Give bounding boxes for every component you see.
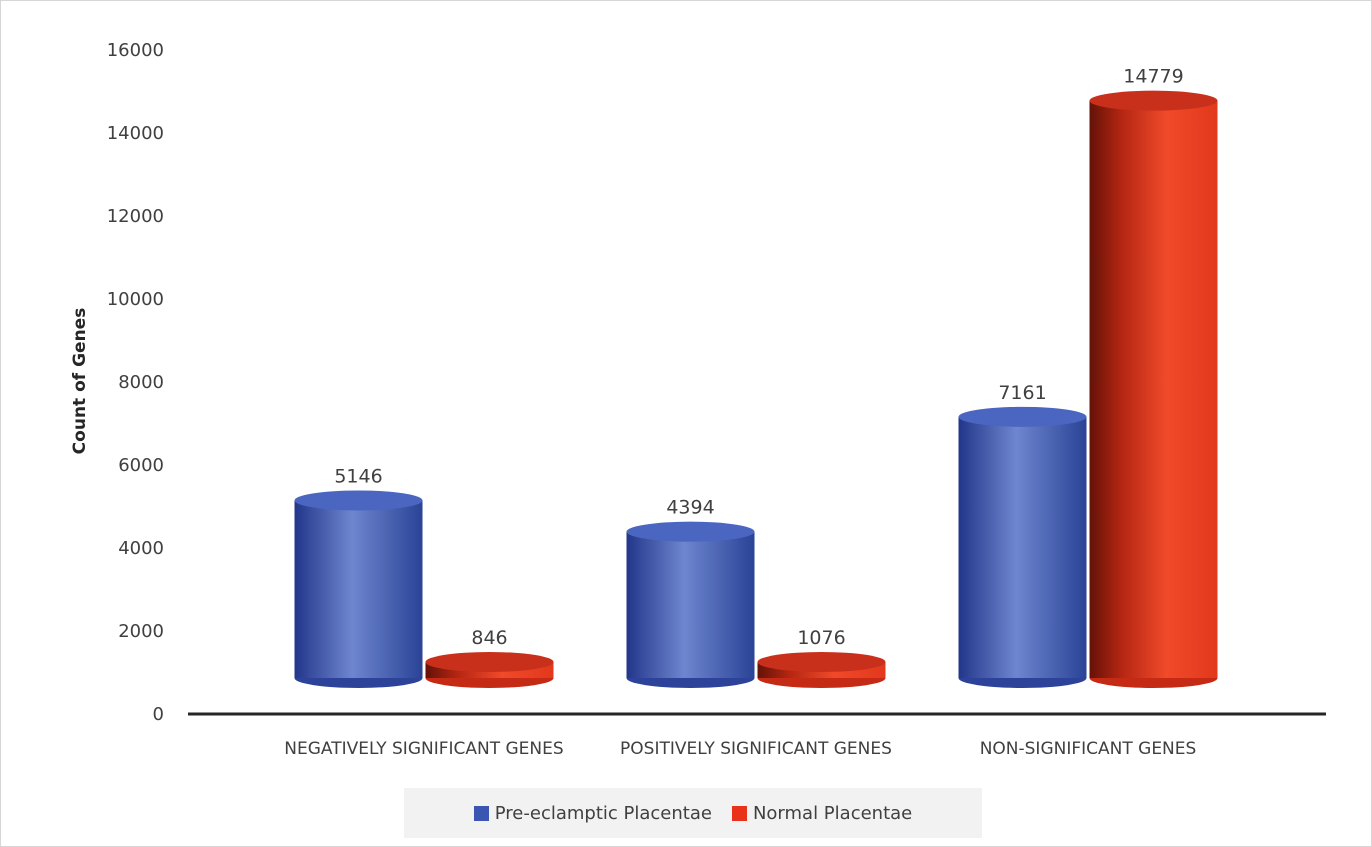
data-label: 1076 [797,627,845,649]
legend-item-pre-eclamptic: Pre-eclamptic Placentae [473,802,712,824]
bar-top [1089,90,1218,111]
x-category-label: NEGATIVELY SIGNIFICANT GENES [284,739,563,759]
y-axis-title: Count of Genes [70,308,90,455]
legend-item-normal: Normal Placentae [731,802,913,824]
legend-swatch-normal [731,805,747,821]
bar-pre-eclamptic [294,490,423,688]
bar-body [294,500,423,678]
y-axis-ticks: 0 2000 4000 6000 8000 10000 12000 14000 16000 [107,40,164,725]
legend: Pre-eclamptic Placentae Normal Placentae [404,788,982,838]
y-tick-label: 10000 [107,289,164,310]
x-category-label: NON-SIGNIFICANT GENES [980,739,1197,759]
bar-body [958,416,1087,678]
bar-body [626,531,755,678]
bar-pre-eclamptic [626,521,755,688]
bar-top [757,652,886,672]
y-tick-label: 12000 [107,206,164,227]
bars [294,90,1218,688]
bar-top [626,521,755,542]
bar-pre-eclamptic [958,406,1087,688]
data-label: 14779 [1123,66,1183,88]
bar-body [1089,100,1218,678]
bar-top [294,490,423,511]
legend-label-normal: Normal Placentae [752,802,913,824]
y-tick-label: 6000 [118,455,164,476]
data-label: 7161 [998,382,1046,404]
y-tick-label: 0 [153,704,164,725]
bar-normal [1089,90,1218,688]
y-tick-label: 16000 [107,40,164,61]
data-labels: 5146 846 4394 1076 7161 14779 [334,66,1183,649]
bar-chart: 0 2000 4000 6000 8000 10000 12000 14000 16000 NE… [70,40,1326,759]
data-label: 4394 [666,497,714,519]
y-tick-label: 2000 [118,621,164,642]
bar-normal [425,652,554,688]
x-category-label: POSITIVELY SIGNIFICANT GENES [620,739,892,759]
legend-swatch-pre-eclamptic [473,805,489,821]
bar-normal [757,652,886,688]
y-tick-label: 4000 [118,538,164,559]
data-label: 846 [471,627,507,649]
category-labels: NEGATIVELY SIGNIFICANT GENES POSITIVELY S… [284,739,1196,759]
legend-label-pre-eclamptic: Pre-eclamptic Placentae [494,802,712,824]
y-tick-label: 14000 [107,123,164,144]
bar-top [425,652,554,672]
bar-top [958,406,1087,427]
y-tick-label: 8000 [118,372,164,393]
data-label: 5146 [334,465,382,487]
